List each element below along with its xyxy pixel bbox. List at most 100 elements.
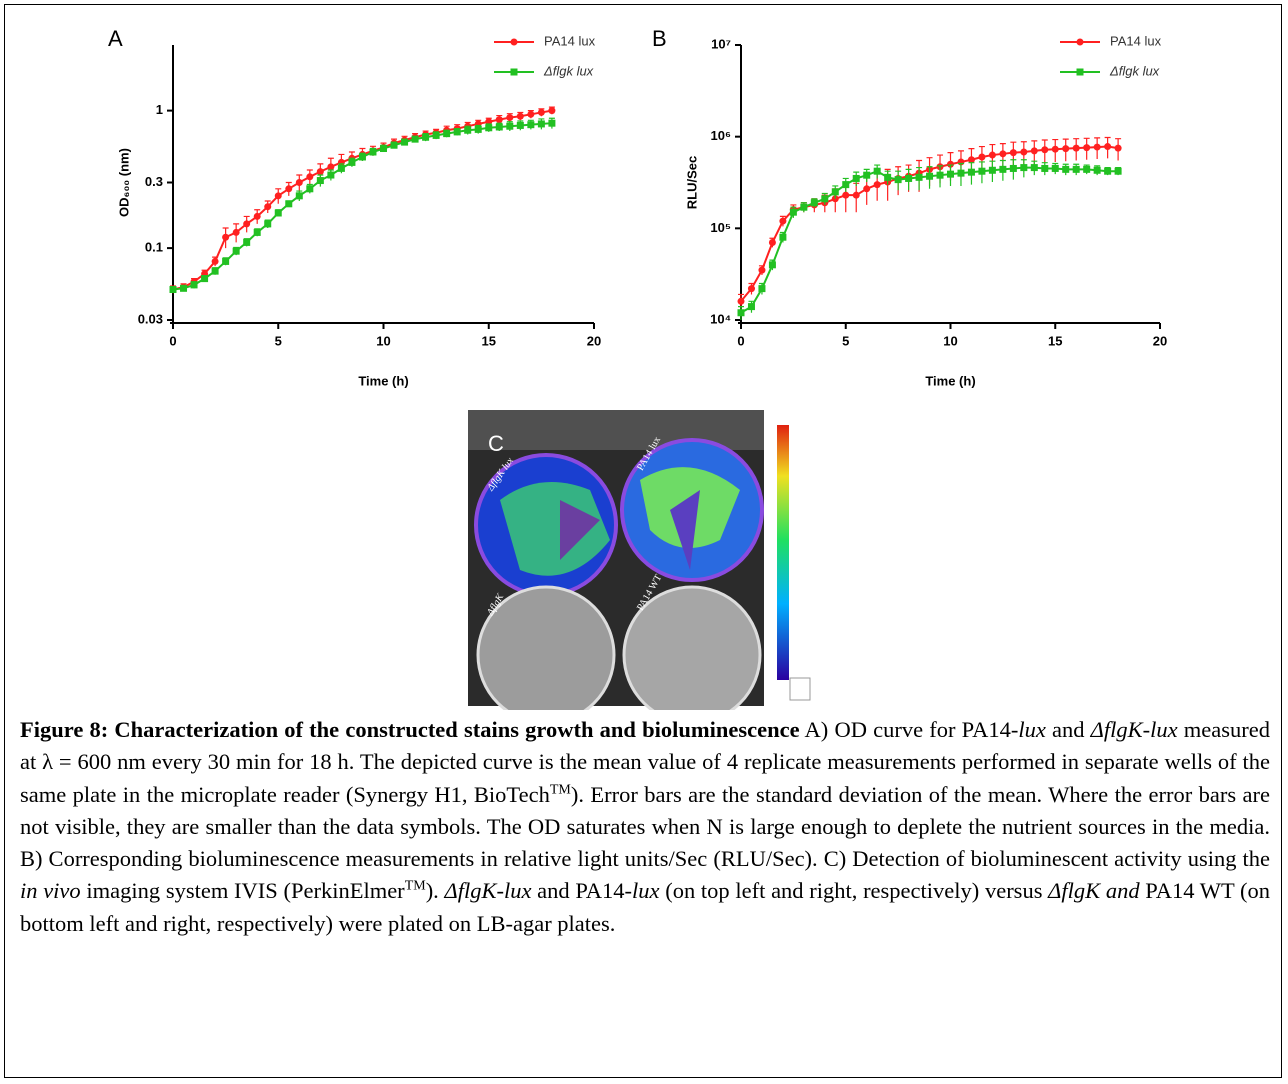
data-point [264, 203, 272, 211]
data-point [758, 266, 766, 274]
data-point [380, 145, 387, 153]
caption-text: A) OD curve for PA14- [799, 717, 1019, 742]
data-point [810, 199, 818, 207]
data-point [915, 173, 923, 181]
color-bar [777, 425, 789, 680]
legend-marker [510, 68, 518, 76]
image-panel: ΔflgK lux PA14 lux ΔflgK PA14 WT C [468, 410, 811, 710]
data-point [548, 119, 556, 127]
data-point [1062, 165, 1070, 173]
data-point [1104, 143, 1112, 151]
caption-text: imaging system IVIS (PerkinElmer [80, 878, 405, 904]
data-point [1030, 164, 1038, 172]
y-tick-label: 10⁶ [711, 128, 731, 143]
x-tick-label: 0 [169, 333, 176, 348]
data-point [926, 172, 934, 180]
data-point [295, 179, 303, 186]
data-point [1041, 146, 1049, 154]
data-point [295, 192, 303, 200]
data-point [988, 151, 996, 159]
data-point [453, 128, 461, 136]
data-point [537, 108, 545, 116]
y-axis-title: OD₆₀₀ (nm) [116, 148, 131, 217]
x-axis-title: Time (h) [358, 373, 408, 388]
legend-label: Δflgk lux [1109, 63, 1160, 78]
data-point [1051, 164, 1059, 172]
caption-text: ). [425, 878, 445, 904]
data-point [285, 185, 293, 193]
caption-title: Figure 8: Characterization of the constr… [20, 717, 800, 742]
data-point [274, 209, 282, 217]
data-point [884, 173, 892, 181]
caption-text: (on top left and right, respectively) ve… [659, 878, 1049, 904]
data-point [527, 110, 535, 118]
data-point [947, 170, 954, 178]
data-point [1114, 167, 1122, 175]
legend-marker [1076, 38, 1084, 46]
data-point [894, 176, 902, 184]
legend-label: Δflgk lux [543, 63, 594, 78]
caption-text: PA14 WT (on bottom left and right, respe… [20, 878, 1271, 936]
data-point [443, 130, 451, 138]
data-point [988, 166, 996, 174]
data-point [222, 257, 230, 265]
data-point [495, 123, 503, 131]
x-tick-label: 5 [275, 333, 282, 348]
data-point [779, 217, 787, 225]
data-point [800, 203, 808, 211]
data-point [1020, 148, 1028, 156]
data-point [1093, 166, 1101, 174]
data-point [789, 208, 797, 216]
caption-text: ΔflgK-lux [444, 878, 532, 904]
caption-text: and [1045, 717, 1091, 742]
data-point [1062, 145, 1070, 153]
data-point [527, 121, 535, 129]
data-point [1009, 164, 1017, 172]
x-tick-label: 10 [943, 333, 957, 348]
color-bar-legend [789, 677, 811, 701]
data-point [285, 200, 293, 208]
data-point [1072, 144, 1080, 152]
x-tick-label: 20 [587, 333, 601, 348]
data-point [316, 168, 324, 176]
data-point [537, 120, 545, 128]
x-tick-label: 10 [376, 333, 390, 348]
x-axis-title: Time (h) [925, 373, 975, 388]
data-point [243, 238, 251, 246]
data-point [253, 212, 261, 220]
data-point [516, 112, 524, 120]
data-point [873, 167, 881, 175]
data-point [243, 220, 251, 228]
legend-label: PA14 lux [1110, 33, 1162, 48]
data-point [474, 125, 482, 133]
data-point [264, 220, 272, 228]
data-point [464, 126, 472, 134]
data-point [180, 284, 188, 292]
figure: ΔflgK lux PA14 lux ΔflgK PA14 WT C A 0.03… [108, 26, 1167, 710]
glow [670, 490, 700, 570]
data-point [316, 177, 324, 185]
y-axis-title: RLU/Sec [684, 156, 699, 209]
x-tick-label: 15 [482, 333, 496, 348]
data-point [779, 233, 787, 241]
data-point [358, 153, 366, 161]
data-point [863, 171, 871, 179]
figure-border [4, 4, 1282, 1078]
legend-label: PA14 lux [544, 33, 596, 48]
data-point [506, 122, 514, 130]
data-point [863, 185, 871, 193]
data-point [1051, 145, 1059, 153]
caption-text: ). Error bars are the standard deviation… [20, 781, 1270, 872]
data-point [821, 195, 829, 203]
glow [560, 500, 600, 560]
data-point [747, 303, 755, 311]
data-point [401, 138, 409, 146]
y-tick-label: 10⁵ [710, 220, 731, 235]
data-point [1020, 164, 1028, 172]
data-point [306, 173, 314, 181]
x-tick-label: 20 [1153, 333, 1167, 348]
data-point [485, 124, 493, 132]
data-point [506, 114, 514, 122]
data-point [1072, 165, 1080, 173]
panel-label: C [488, 431, 504, 456]
